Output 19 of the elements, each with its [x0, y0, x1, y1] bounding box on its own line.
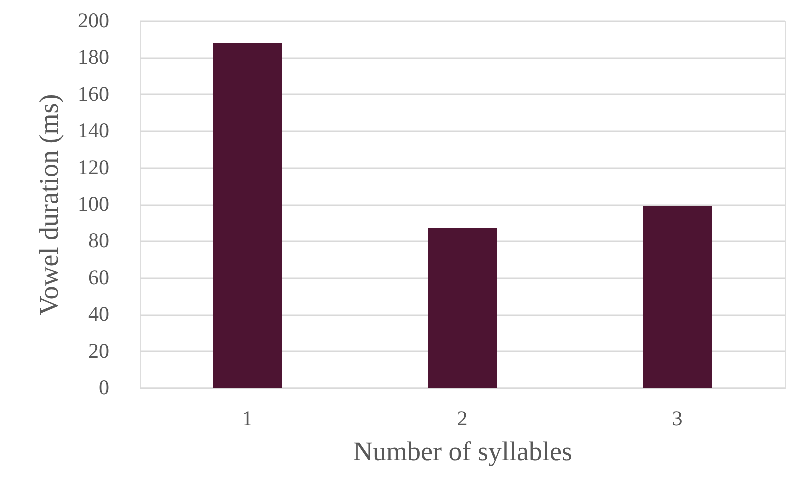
y-tick-label: 200	[78, 8, 110, 32]
y-tick-label: 120	[78, 155, 110, 180]
bar	[643, 206, 712, 388]
y-tick-label: 140	[78, 118, 110, 143]
y-tick-label: 100	[78, 192, 110, 216]
x-tick-label: 3	[672, 406, 683, 430]
y-tick-label: 80	[88, 228, 110, 253]
x-tick-label: 2	[457, 406, 468, 430]
bar	[428, 228, 497, 388]
y-tick-label: 160	[78, 82, 110, 106]
y-tick-label: 180	[78, 45, 110, 70]
y-tick-label: 40	[88, 302, 110, 326]
y-tick-label: 60	[88, 265, 110, 290]
y-tick-label: 20	[88, 338, 110, 363]
y-axis-title: Vowel duration (ms)	[34, 94, 64, 316]
x-tick-label: 1	[242, 406, 253, 430]
x-axis-title: Number of syllables	[354, 436, 572, 466]
y-tick-label: 0	[99, 376, 110, 400]
bar	[213, 43, 282, 388]
